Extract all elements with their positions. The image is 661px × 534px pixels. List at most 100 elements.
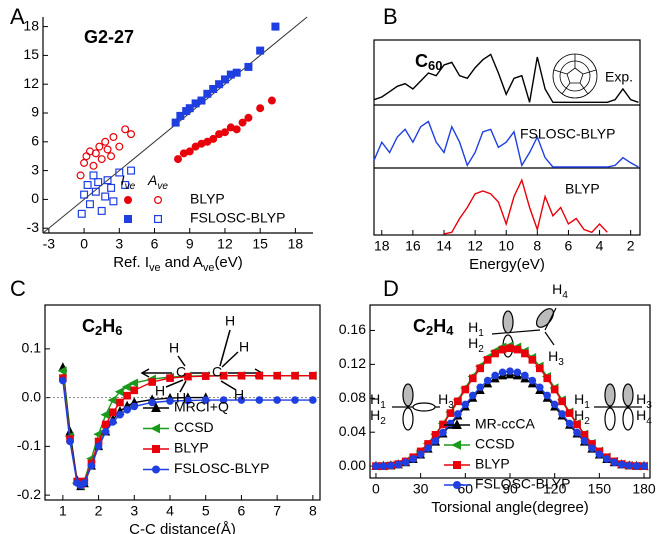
- y-tick-label: 0.04: [339, 423, 366, 439]
- point: [175, 156, 182, 163]
- point: [462, 401, 469, 408]
- y-tick-label: 0.12: [339, 355, 366, 371]
- panel-label: C: [10, 276, 26, 301]
- point: [96, 143, 103, 150]
- point: [81, 480, 88, 487]
- point: [447, 420, 454, 427]
- atom-label-part: 2: [478, 344, 484, 355]
- x-tick-label: 6: [238, 503, 246, 519]
- y-tick-label: -0.2: [17, 486, 41, 502]
- legend-swatch: [152, 425, 160, 433]
- x-axis-label-part: (eV): [214, 254, 242, 271]
- atom-label-part: H: [438, 391, 448, 407]
- point: [172, 119, 179, 126]
- chart-title-part: 2: [95, 323, 102, 338]
- point: [131, 403, 138, 410]
- x-tick-label: 10: [498, 238, 514, 254]
- point: [309, 372, 316, 379]
- point: [128, 131, 135, 138]
- x-tick-label: 15: [252, 236, 268, 252]
- point: [292, 397, 299, 404]
- atom-label: H: [169, 340, 179, 356]
- point: [454, 398, 461, 405]
- y-tick-label: 0: [31, 190, 39, 206]
- point: [432, 438, 439, 445]
- atom-label: H: [225, 313, 235, 329]
- legend-swatch: [454, 462, 461, 469]
- point: [566, 410, 573, 417]
- series-line: [374, 54, 638, 102]
- point: [78, 210, 85, 217]
- x-tick-label: 4: [596, 238, 604, 254]
- chart-title-part: 6: [115, 323, 122, 338]
- atom-label-part: 3: [448, 400, 454, 411]
- point: [98, 208, 105, 215]
- y-tick-label: 6: [31, 133, 39, 149]
- x-axis-label: Torsional angle(degree): [431, 499, 589, 516]
- point: [102, 138, 109, 145]
- point: [149, 399, 156, 406]
- chart-title-part: C: [415, 51, 428, 71]
- atom-label: H4: [552, 281, 568, 301]
- atom-label: H: [234, 387, 244, 403]
- point: [551, 401, 558, 408]
- legend-label: BLYP: [190, 191, 225, 207]
- chart-title-part: 2: [426, 323, 433, 338]
- y-tick-label: 0.16: [339, 321, 366, 337]
- chart-title-part: H: [102, 316, 115, 336]
- point: [116, 143, 123, 150]
- point: [90, 172, 97, 179]
- legend-label: FSLOSC-BLYP: [174, 460, 269, 476]
- y-tick-label: 0.00: [339, 457, 366, 473]
- point: [477, 384, 484, 391]
- point: [596, 451, 603, 458]
- point: [499, 346, 506, 353]
- chart-title-part: 60: [428, 58, 442, 73]
- y-tick-label: 3: [31, 161, 39, 177]
- point: [611, 459, 618, 466]
- point: [440, 429, 447, 436]
- x-tick-label: 2: [95, 503, 103, 519]
- legend-label: FSLOSC-BLYP: [190, 210, 285, 226]
- x-tick-label: 3: [130, 503, 138, 519]
- point: [566, 420, 573, 427]
- point: [88, 462, 95, 469]
- point: [574, 429, 581, 436]
- point: [257, 47, 264, 54]
- x-tick-label: 9: [186, 236, 194, 252]
- point: [633, 463, 640, 470]
- point: [484, 356, 491, 363]
- x-axis-label: C-C distance(Å): [129, 521, 236, 534]
- point: [581, 438, 588, 445]
- legend-swatch: [153, 446, 160, 453]
- atom-label-part: H: [548, 348, 558, 364]
- point: [77, 172, 84, 179]
- point: [387, 462, 394, 469]
- fullerene-icon: [553, 54, 597, 98]
- point: [536, 384, 543, 391]
- x-tick-label: 150: [588, 481, 612, 497]
- point: [104, 146, 111, 153]
- point: [233, 69, 240, 76]
- legend-label: CCSD: [475, 436, 515, 452]
- point: [269, 97, 276, 104]
- x-axis-label-part: Ref. I: [113, 254, 149, 271]
- point: [425, 445, 432, 452]
- legend-header-part: ve: [157, 181, 168, 192]
- atom-label-part: 1: [584, 400, 590, 411]
- legend-swatch: [155, 216, 162, 223]
- point: [272, 23, 279, 30]
- y-tick-label: 0.1: [22, 340, 42, 356]
- point: [98, 156, 105, 163]
- x-tick-label: 6: [565, 238, 573, 254]
- x-tick-label: 12: [217, 236, 233, 252]
- point: [95, 443, 102, 450]
- point: [124, 392, 131, 399]
- point: [198, 97, 205, 104]
- legend-swatch: [125, 216, 132, 223]
- legend-swatch: [153, 466, 160, 473]
- point: [102, 193, 109, 200]
- point: [130, 379, 138, 387]
- series-label: Exp.: [605, 69, 633, 85]
- y-tick-label: 18: [23, 17, 39, 33]
